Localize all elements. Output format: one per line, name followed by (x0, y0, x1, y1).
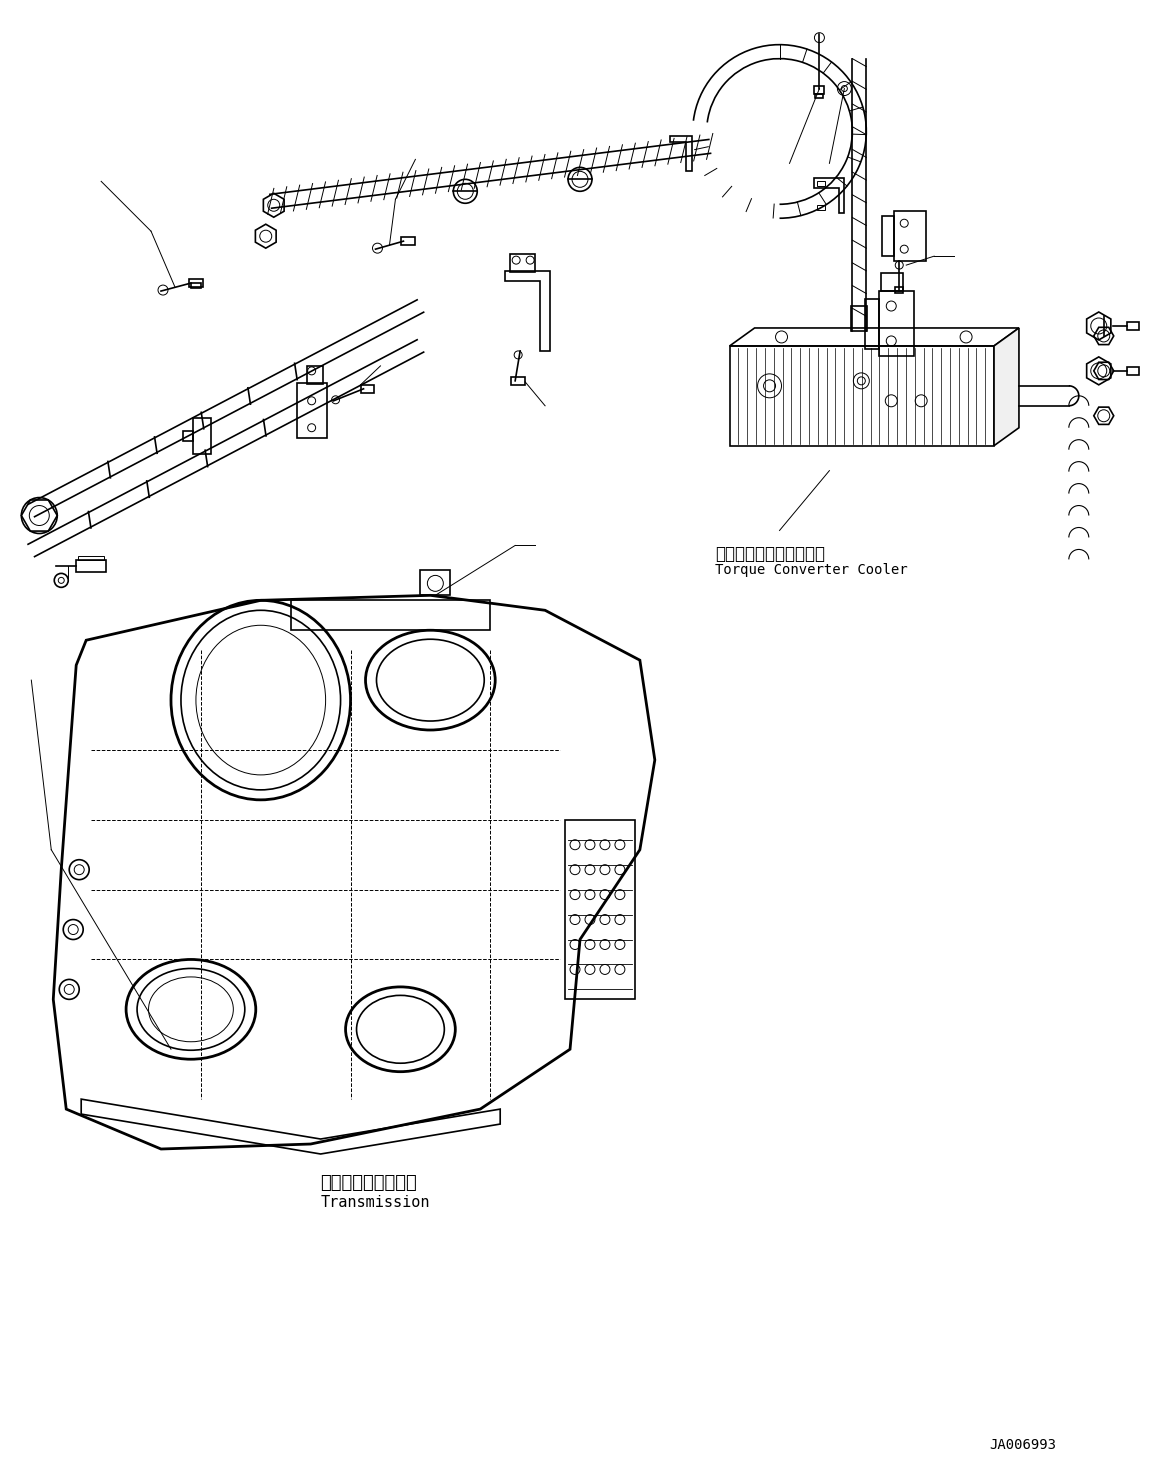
Bar (565, 819, 635, 1000)
Bar (865, 299, 879, 349)
Bar (512, 377, 526, 385)
Bar (882, 273, 904, 291)
Bar (851, 305, 868, 330)
Bar (191, 283, 201, 288)
Text: JA006993: JA006993 (989, 1439, 1056, 1452)
Bar (193, 418, 211, 454)
Bar (818, 182, 826, 186)
Bar (729, 346, 994, 446)
Bar (894, 211, 926, 261)
Bar (883, 216, 894, 255)
Bar (420, 571, 450, 596)
Bar (297, 383, 327, 437)
Text: トランスミッション: トランスミッション (321, 1174, 418, 1192)
Bar (814, 85, 825, 94)
Bar (77, 561, 106, 573)
Bar (1127, 321, 1139, 330)
Bar (291, 600, 491, 630)
Bar (183, 430, 193, 440)
Text: Torque Converter Cooler: Torque Converter Cooler (715, 564, 907, 577)
Bar (896, 288, 904, 294)
Text: トルクコンバータクーラ: トルクコンバータクーラ (715, 546, 825, 564)
Bar (815, 94, 823, 97)
Bar (307, 366, 322, 383)
Bar (818, 206, 826, 210)
Bar (361, 385, 374, 393)
Bar (879, 291, 914, 355)
Bar (188, 279, 202, 288)
Text: Transmission: Transmission (321, 1195, 430, 1210)
Bar (1127, 367, 1139, 374)
Polygon shape (994, 327, 1019, 446)
Bar (78, 556, 105, 561)
Bar (401, 238, 415, 245)
Bar (511, 254, 535, 272)
